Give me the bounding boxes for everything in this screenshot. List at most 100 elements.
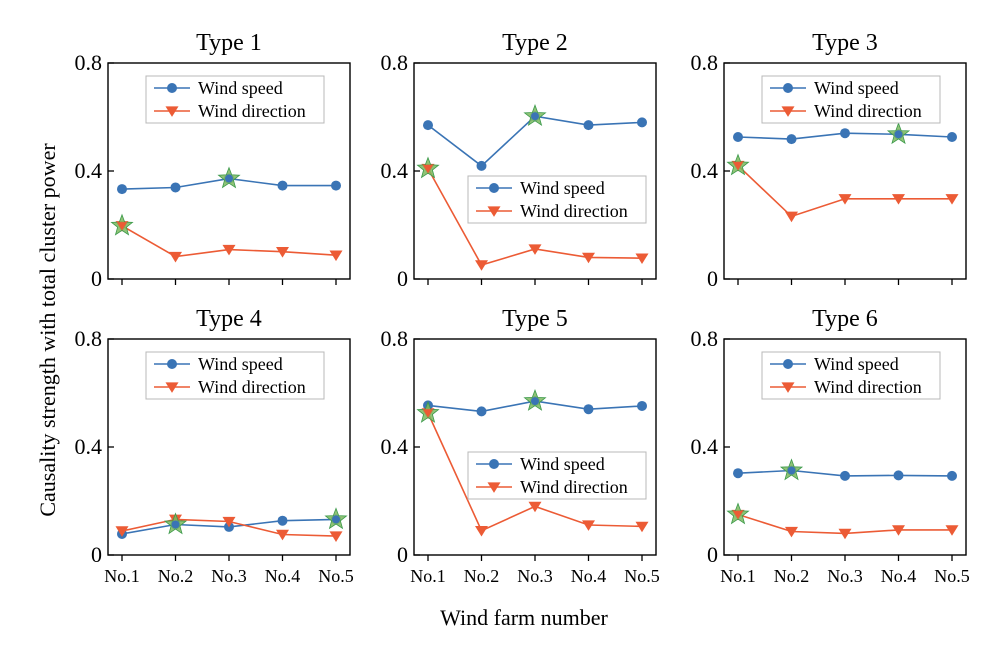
x-tick-label: No.3 — [517, 566, 553, 586]
wind-speed-point — [637, 400, 647, 411]
panel-title: Type 6 — [812, 306, 878, 332]
y-axis-label: Causality strength with total cluster po… — [35, 143, 60, 517]
wind-speed-point — [583, 404, 594, 415]
wind-speed-point — [637, 117, 647, 128]
wind-direction-point — [785, 526, 798, 538]
wind-speed-point — [787, 466, 796, 475]
wind-direction-point — [475, 526, 488, 537]
wind-direction-point — [945, 194, 959, 205]
legend-circle-marker — [167, 359, 177, 369]
x-tick-label: No.5 — [934, 566, 970, 586]
wind-speed-point — [947, 470, 957, 481]
legend-triangle-marker — [487, 482, 501, 493]
y-tick-label: 0.8 — [691, 326, 719, 351]
wind-direction-point — [528, 244, 542, 255]
legend-label: Wind direction — [520, 201, 628, 221]
wind-speed-point — [277, 515, 288, 526]
wind-direction-point — [582, 252, 595, 264]
wind-speed-point — [840, 470, 850, 481]
chart-panel-1: Type 1 0 0.4 0.8 Wind speed Wind direction — [75, 30, 351, 291]
wind-speed-point — [733, 468, 743, 479]
y-tick-label: 0 — [397, 542, 408, 567]
wind-direction-point — [169, 251, 182, 263]
wind-direction-point — [838, 194, 852, 205]
wind-direction-point — [582, 520, 595, 531]
wind-speed-point — [733, 131, 743, 142]
plot-frame — [413, 338, 657, 556]
series-line-wind-direction — [737, 165, 952, 218]
y-tick-label: 0 — [91, 542, 102, 567]
x-tick-label: No.5 — [318, 566, 354, 586]
y-tick-label: 0.8 — [381, 50, 409, 75]
panel-title: Type 2 — [502, 30, 568, 56]
wind-direction-point — [732, 510, 744, 520]
wind-direction-point — [115, 526, 129, 537]
x-tick-label: No.1 — [720, 566, 756, 586]
legend-circle-marker — [783, 359, 793, 369]
wind-speed-point — [170, 182, 181, 193]
wind-direction-point — [732, 161, 744, 171]
wind-speed-point — [947, 131, 957, 142]
y-tick-label: 0.8 — [381, 326, 409, 351]
wind-speed-point — [840, 128, 850, 139]
y-tick-label: 0.4 — [381, 158, 409, 183]
x-tick-label: No.2 — [774, 566, 810, 586]
wind-speed-point — [786, 134, 797, 145]
legend-label: Wind direction — [814, 377, 922, 397]
series-line-wind-speed — [427, 115, 643, 167]
wind-speed-point — [225, 174, 233, 183]
y-tick-label: 0 — [707, 266, 718, 291]
wind-direction-point — [892, 194, 905, 205]
legend-label: Wind direction — [198, 377, 306, 397]
x-tick-label: No.4 — [881, 566, 917, 586]
y-tick-label: 0.8 — [75, 326, 103, 351]
legend-label: Wind speed — [814, 78, 899, 98]
wind-speed-point — [476, 406, 487, 417]
y-tick-label: 0 — [707, 542, 718, 567]
y-tick-label: 0.4 — [75, 158, 103, 183]
wind-direction-point — [838, 528, 852, 540]
wind-direction-point — [528, 501, 542, 513]
legend-triangle-marker — [487, 206, 501, 217]
wind-speed-point — [423, 120, 433, 131]
y-tick-label: 0.4 — [75, 434, 103, 459]
legend-box — [467, 175, 647, 224]
wind-speed-point — [894, 130, 903, 139]
panel-title: Type 3 — [812, 30, 878, 56]
panel-title: Type 4 — [196, 306, 262, 332]
y-tick-label: 0.4 — [691, 158, 719, 183]
wind-speed-point — [476, 160, 487, 171]
wind-direction-point — [222, 516, 236, 528]
wind-direction-point — [116, 222, 128, 231]
y-tick-label: 0.8 — [691, 50, 719, 75]
wind-speed-point — [893, 470, 904, 481]
legend-circle-marker — [167, 83, 177, 93]
legend-label: Wind speed — [814, 354, 899, 374]
panel-title: Type 1 — [196, 30, 262, 56]
legend-triangle-marker — [781, 106, 795, 117]
x-tick-label: No.2 — [464, 566, 500, 586]
wind-direction-point — [276, 529, 289, 541]
x-tick-label: No.3 — [827, 566, 863, 586]
wind-direction-point — [635, 253, 649, 265]
legend-circle-marker — [489, 459, 499, 469]
wind-direction-point — [945, 525, 959, 536]
legend-box — [761, 351, 941, 400]
wind-direction-point — [276, 247, 289, 258]
legend-label: Wind speed — [198, 354, 283, 374]
legend-box — [145, 351, 325, 400]
legend-box — [761, 75, 941, 124]
wind-direction-point — [329, 250, 343, 262]
x-tick-label: No.1 — [410, 566, 446, 586]
wind-direction-point — [222, 244, 236, 256]
wind-direction-point — [475, 260, 488, 271]
chart-panel-5: Type 5 0 0.4 0.8 No.1 No.2 No.3 No.4 No.5 Wind sp… — [381, 306, 660, 586]
wind-speed-point — [331, 180, 341, 191]
chart-panel-4: Type 4 0 0.4 0.8 No.1 No.2 No.3 No.4 No.5 Wind sp… — [75, 306, 354, 586]
wind-speed-point — [531, 397, 539, 406]
wind-direction-point — [422, 164, 434, 174]
x-tick-label: No.5 — [624, 566, 660, 586]
wind-direction-point — [329, 531, 343, 542]
x-tick-label: No.3 — [211, 566, 247, 586]
